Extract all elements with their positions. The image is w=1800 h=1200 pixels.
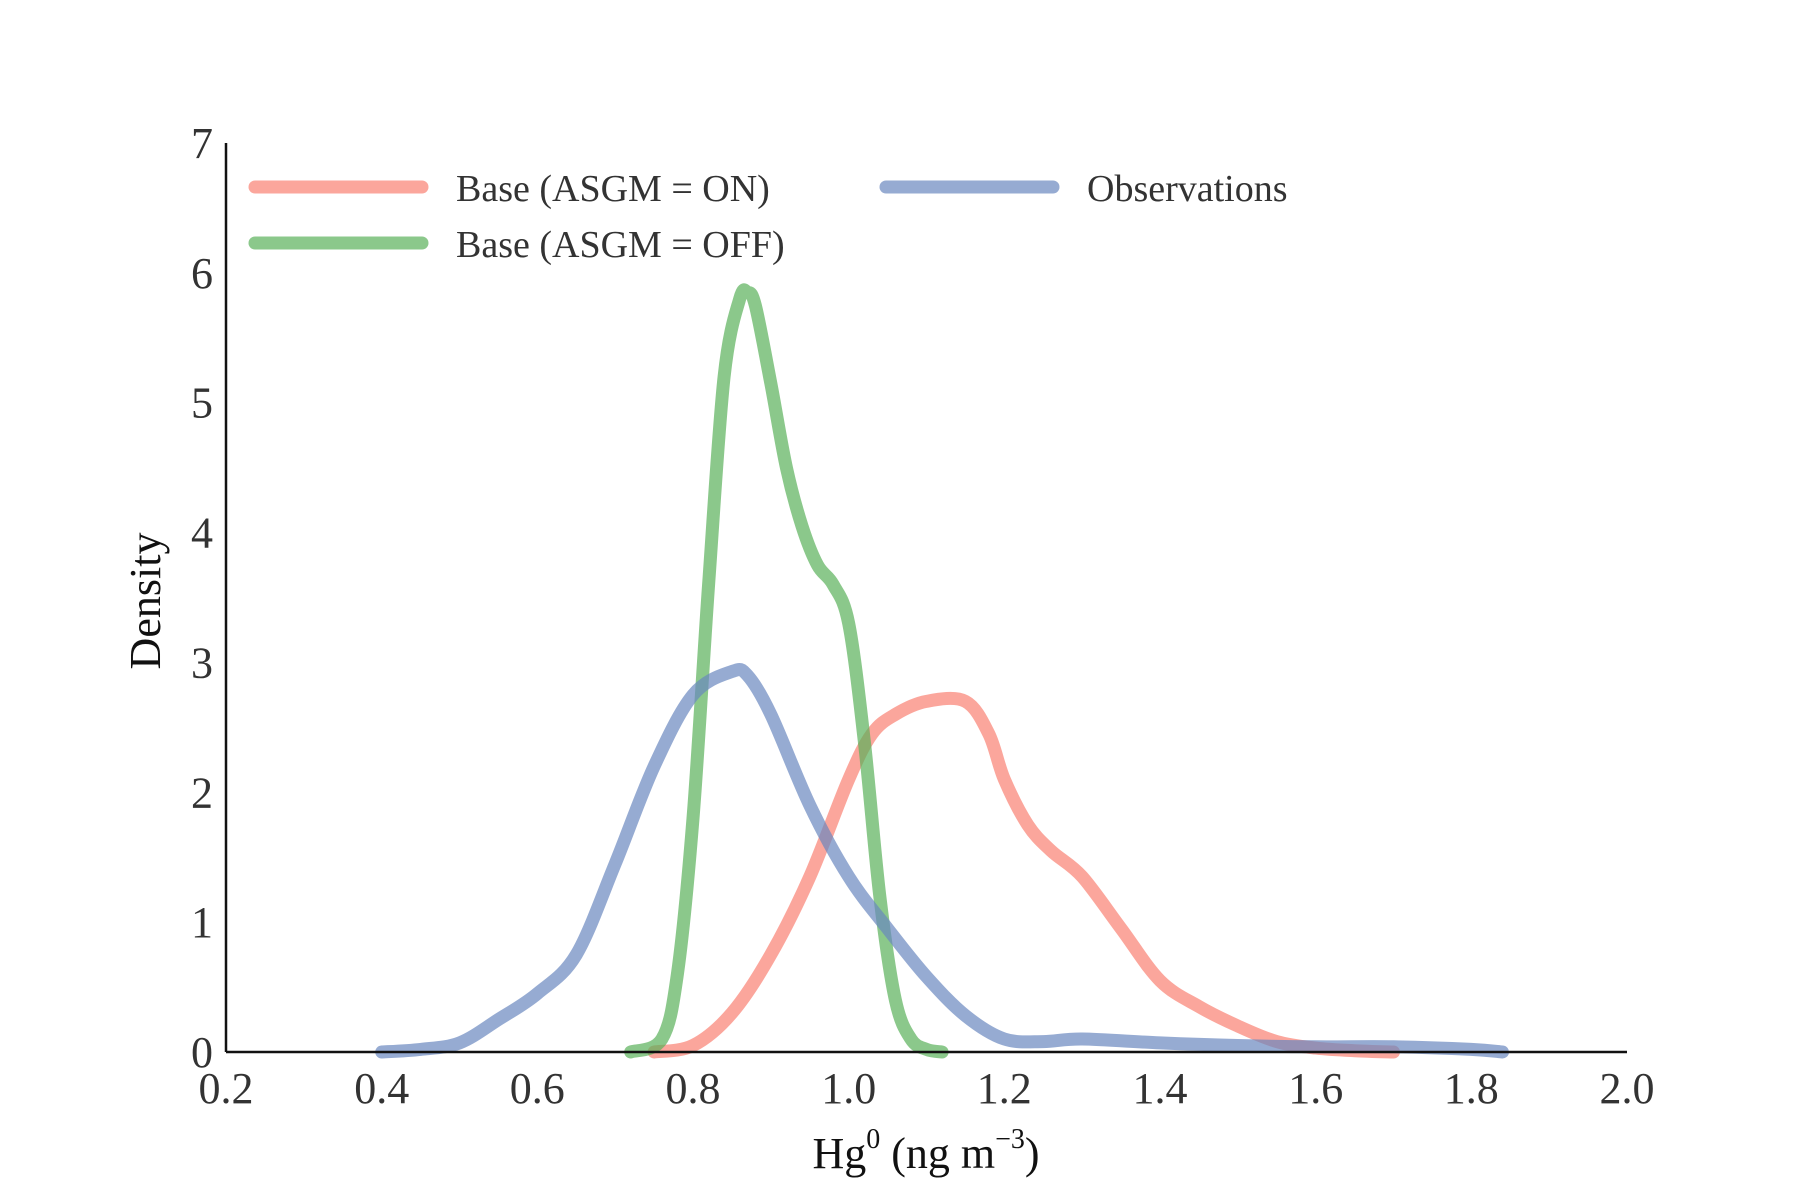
legend-label-asgm-on: Base (ASGM = ON) xyxy=(456,168,770,210)
y-tick-label: 6 xyxy=(191,249,213,298)
series-layer xyxy=(375,283,1509,1059)
legend: Base (ASGM = ON) Base (ASGM = OFF) Obser… xyxy=(248,168,1288,266)
x-axis-title: Hg0 (ng m−3) xyxy=(812,1124,1039,1178)
tick-labels: 0.2 0.4 0.6 0.8 1.0 1.2 1.4 1.6 1.8 2.0 0 1 2 3 4 5 6 7 xyxy=(191,119,1655,1113)
x-tick-label: 1.0 xyxy=(821,1064,876,1113)
y-tick-label: 3 xyxy=(191,638,213,687)
axes xyxy=(224,143,1627,1054)
x-axis-title-superscript: 0 xyxy=(866,1124,880,1155)
x-axis-title-unit-superscript: −3 xyxy=(995,1124,1025,1155)
y-tick-label: 1 xyxy=(191,898,213,947)
y-tick-label: 7 xyxy=(191,119,213,168)
x-tick-label: 1.4 xyxy=(1133,1064,1188,1113)
x-tick-label: 0.8 xyxy=(666,1064,721,1113)
x-tick-label: 0.4 xyxy=(354,1064,409,1113)
y-tick-label: 4 xyxy=(191,509,213,558)
series-line-observations xyxy=(375,662,1509,1059)
x-tick-label: 0.6 xyxy=(510,1064,565,1113)
y-tick-label: 2 xyxy=(191,768,213,817)
legend-label-asgm-off: Base (ASGM = OFF) xyxy=(456,224,785,266)
x-tick-label: 1.6 xyxy=(1288,1064,1343,1113)
y-tick-label: 0 xyxy=(191,1028,213,1077)
x-tick-label: 1.2 xyxy=(977,1064,1032,1113)
x-tick-label: 1.8 xyxy=(1444,1064,1499,1113)
x-axis-title-symbol: Hg xyxy=(812,1129,866,1178)
legend-label-observations: Observations xyxy=(1087,168,1288,210)
x-axis-title-unit: (ng m xyxy=(880,1129,995,1178)
x-tick-label: 0.2 xyxy=(199,1064,254,1113)
series-line-asgm-on xyxy=(647,691,1400,1059)
x-tick-label: 2.0 xyxy=(1600,1064,1655,1113)
x-axis-title-close: ) xyxy=(1025,1129,1040,1178)
y-axis-title: Density xyxy=(121,533,170,670)
y-tick-label: 5 xyxy=(191,379,213,428)
